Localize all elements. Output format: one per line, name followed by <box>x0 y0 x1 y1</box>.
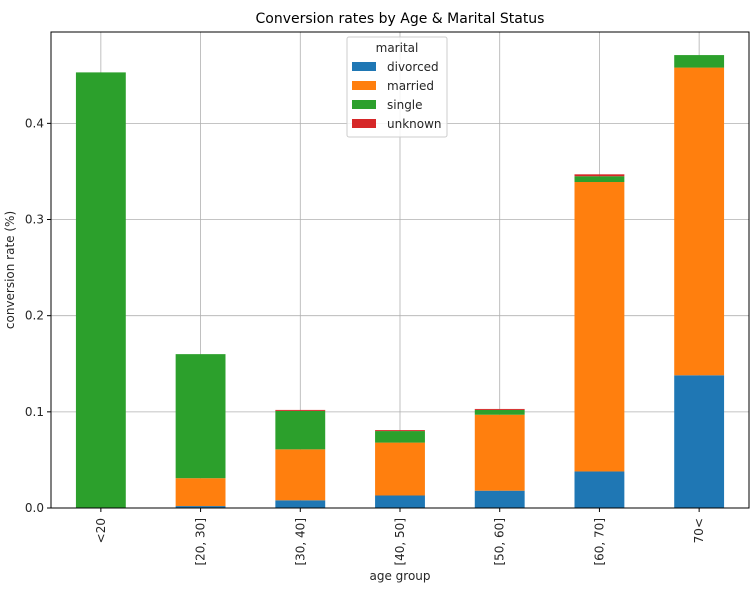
legend-label-single: single <box>387 98 423 112</box>
x-axis-ticks: <20 [20, 30] [30, 40] [40, 50] [50, 60] [60, … <box>94 508 706 566</box>
bar-segment-single <box>375 431 425 443</box>
bar-segment-unknown <box>474 408 525 410</box>
bar-segment-divorced <box>275 500 326 508</box>
legend-title: marital <box>376 41 419 55</box>
y-tick-label: 0.2 <box>25 309 44 323</box>
bars <box>75 55 725 508</box>
bar-segment-single <box>175 354 226 479</box>
bar-segment-married <box>674 67 725 376</box>
x-tick-label: [30, 40] <box>293 518 307 566</box>
x-tick-label: 70< <box>692 518 706 543</box>
legend-swatch-single <box>352 100 376 109</box>
y-tick-label: 0.0 <box>25 501 44 515</box>
y-tick-label: 0.4 <box>25 116 44 130</box>
bar-segment-married <box>175 478 226 507</box>
x-tick-label: [60, 70] <box>592 518 606 566</box>
bar-segment-single <box>275 410 326 450</box>
y-axis-ticks: 0.0 0.1 0.2 0.3 0.4 <box>25 116 51 515</box>
bar-segment-married <box>574 182 625 472</box>
y-axis-title: conversion rate (%) <box>3 211 17 329</box>
x-axis-title: age group <box>369 569 430 583</box>
bar-segment-single <box>674 55 725 68</box>
legend: marital divorced married single unknown <box>346 36 448 138</box>
x-tick-label: [50, 60] <box>493 518 507 566</box>
legend-label-married: married <box>387 79 434 93</box>
bar-segment-divorced <box>674 375 725 508</box>
bar-segment-unknown <box>275 409 326 411</box>
bar-segment-divorced <box>574 471 625 508</box>
bar-segment-single <box>75 72 126 508</box>
bar-segment-divorced <box>474 490 525 508</box>
x-tick-label: [40, 50] <box>393 518 407 566</box>
bar-segment-married <box>275 449 326 501</box>
x-tick-label: [20, 30] <box>194 518 208 566</box>
bar-segment-married <box>375 442 425 496</box>
bar-segment-single <box>574 176 625 183</box>
y-tick-label: 0.3 <box>25 213 44 227</box>
bar-segment-divorced <box>175 506 226 508</box>
bar-segment-single <box>474 409 525 415</box>
bar-segment-married <box>474 414 525 491</box>
x-tick-label: <20 <box>94 518 108 543</box>
legend-swatch-married <box>352 81 376 90</box>
legend-swatch-divorced <box>352 62 376 71</box>
legend-label-unknown: unknown <box>387 117 442 131</box>
bar-segment-unknown <box>375 430 425 432</box>
bar-segment-unknown <box>574 174 625 177</box>
chart-title: Conversion rates by Age & Marital Status <box>256 11 545 27</box>
y-tick-label: 0.1 <box>25 405 44 419</box>
bar-segment-divorced <box>375 495 425 508</box>
legend-swatch-unknown <box>352 119 376 128</box>
legend-label-divorced: divorced <box>387 60 439 74</box>
